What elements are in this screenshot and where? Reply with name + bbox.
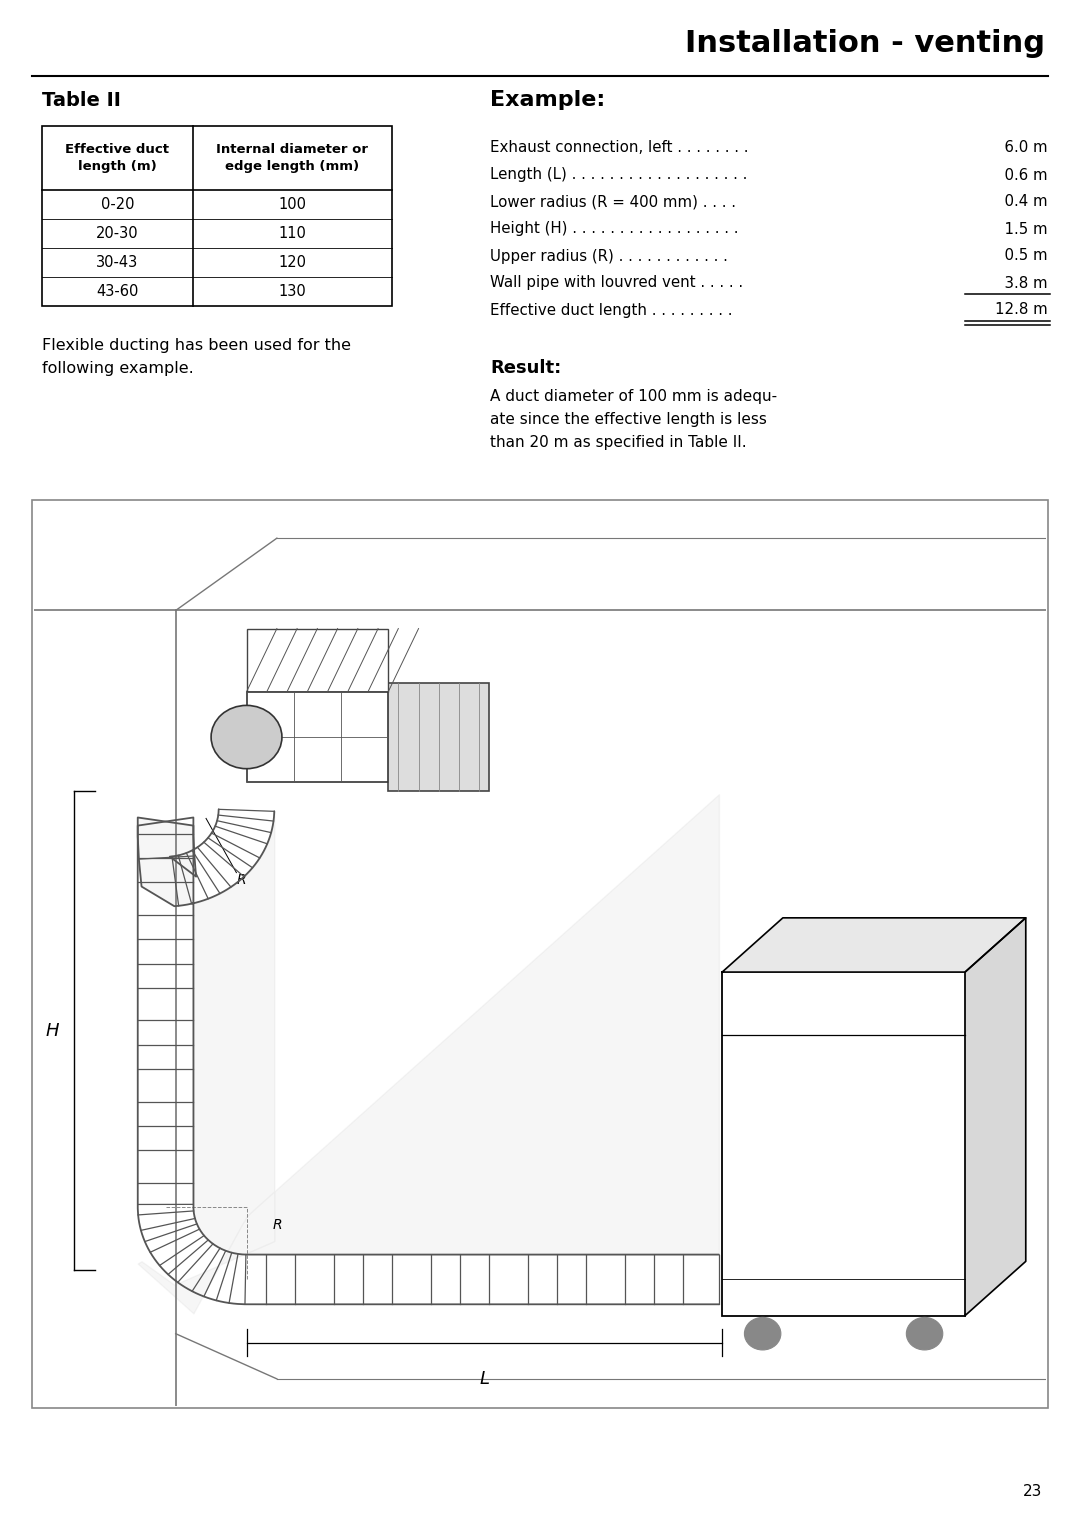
Text: Upper radius (R) . . . . . . . . . . . .: Upper radius (R) . . . . . . . . . . . .: [490, 249, 728, 263]
Text: 3.8 m: 3.8 m: [996, 275, 1048, 291]
Text: Result:: Result:: [490, 359, 562, 378]
Text: 1.5 m: 1.5 m: [996, 222, 1048, 237]
Bar: [32, 500, 1048, 1408]
Text: 30-43: 30-43: [96, 255, 138, 271]
Text: 120: 120: [279, 255, 307, 271]
Text: 0.5 m: 0.5 m: [996, 249, 1048, 263]
Text: Height (H) . . . . . . . . . . . . . . . . . .: Height (H) . . . . . . . . . . . . . . .…: [490, 222, 739, 237]
Text: 12.8 m: 12.8 m: [996, 303, 1048, 318]
Text: 6.0 m: 6.0 m: [996, 141, 1048, 156]
Text: Lower radius (R = 400 mm) . . . .: Lower radius (R = 400 mm) . . . .: [490, 194, 735, 209]
Text: A duct diameter of 100 mm is adequ-
ate since the effective length is less
than : A duct diameter of 100 mm is adequ- ate …: [490, 388, 778, 450]
Bar: [42, 125, 392, 306]
Text: 110: 110: [279, 226, 307, 242]
Text: Length (L) . . . . . . . . . . . . . . . . . . .: Length (L) . . . . . . . . . . . . . . .…: [490, 168, 747, 182]
Text: Example:: Example:: [490, 90, 605, 110]
Text: Installation - venting: Installation - venting: [685, 29, 1045, 58]
Text: 130: 130: [279, 284, 306, 300]
Text: 43-60: 43-60: [96, 284, 138, 300]
Text: 20-30: 20-30: [96, 226, 138, 242]
Text: 0.4 m: 0.4 m: [996, 194, 1048, 209]
Text: Internal diameter or
edge length (mm): Internal diameter or edge length (mm): [216, 144, 368, 173]
Text: 100: 100: [279, 197, 307, 213]
Text: Exhaust connection, left . . . . . . . .: Exhaust connection, left . . . . . . . .: [490, 141, 748, 156]
Text: 0.6 m: 0.6 m: [996, 168, 1048, 182]
Text: Table II: Table II: [42, 92, 121, 110]
Text: Effective duct
length (m): Effective duct length (m): [65, 144, 170, 173]
Text: 0-20: 0-20: [100, 197, 134, 213]
Text: 23: 23: [1023, 1485, 1042, 1500]
Text: Flexible ducting has been used for the
following example.: Flexible ducting has been used for the f…: [42, 338, 351, 376]
Text: Effective duct length . . . . . . . . .: Effective duct length . . . . . . . . .: [490, 303, 732, 318]
Text: Wall pipe with louvred vent . . . . .: Wall pipe with louvred vent . . . . .: [490, 275, 743, 291]
